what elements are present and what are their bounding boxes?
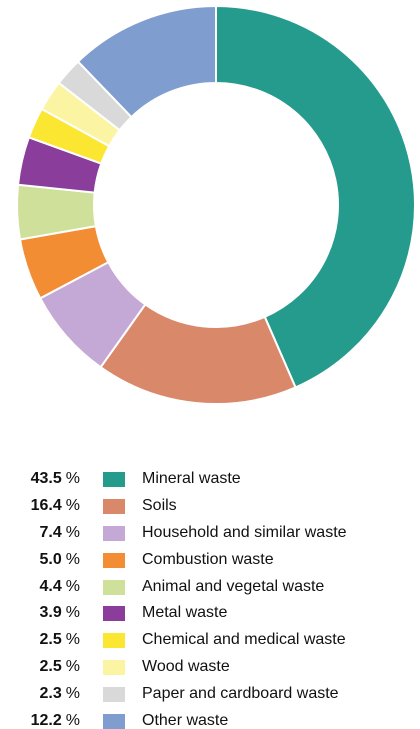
legend-item: 7.4% Household and similar waste <box>0 520 420 547</box>
legend-value-number: 7.4 <box>39 523 62 541</box>
legend-item: 3.9% Metal waste <box>0 600 420 627</box>
legend-swatch <box>103 579 125 595</box>
legend-item: 2.5% Chemical and medical waste <box>0 627 420 654</box>
legend-item: 16.4% Soils <box>0 493 420 520</box>
legend-value-unit: % <box>65 658 80 676</box>
legend-swatch <box>103 552 125 568</box>
legend-label: Mineral waste <box>142 470 241 487</box>
legend-item: 2.3% Paper and cardboard waste <box>0 681 420 708</box>
legend-value-number: 5.0 <box>39 550 62 568</box>
legend-item: 2.5% Wood waste <box>0 654 420 681</box>
legend-label: Paper and cardboard waste <box>142 685 339 703</box>
legend-label: Combustion waste <box>142 550 274 568</box>
legend-value-unit: % <box>65 550 80 568</box>
legend-label: Wood waste <box>142 658 230 676</box>
legend-value: 2.3% <box>40 681 80 708</box>
legend-item: 5.0% Combustion waste <box>0 547 420 574</box>
legend-swatch <box>103 660 125 676</box>
legend-value-unit: % <box>65 577 80 595</box>
legend-label: Other waste <box>142 712 229 729</box>
legend-value-unit: % <box>65 631 80 649</box>
legend-value: 16.4% <box>31 493 80 520</box>
legend-value: 7.4% <box>40 520 80 547</box>
legend-swatch <box>103 633 125 649</box>
legend-label: Metal waste <box>142 604 228 622</box>
legend-value-number: 2.5 <box>39 658 62 676</box>
legend-swatch <box>103 714 125 729</box>
legend-value-unit: % <box>65 523 80 541</box>
legend-swatch <box>103 472 125 487</box>
legend-swatch <box>103 606 125 622</box>
legend-value-number: 16.4 <box>30 496 62 514</box>
donut-slice-9 <box>76 4 217 119</box>
legend: 43.5% Mineral waste 16.4% Soils 7.4% Househol… <box>0 466 420 729</box>
legend-value-number: 3.9 <box>39 604 62 622</box>
legend-value: 2.5% <box>40 627 80 654</box>
legend-value: 2.5% <box>40 654 80 681</box>
donut-slice-0 <box>215 4 417 389</box>
legend-label: Soils <box>142 496 177 514</box>
legend-value: 12.2% <box>31 708 80 729</box>
legend-swatch <box>103 525 125 541</box>
legend-label: Animal and vegetal waste <box>142 577 325 595</box>
legend-value-number: 12.2 <box>30 712 62 729</box>
legend-value-number: 4.4 <box>39 577 62 595</box>
legend-value: 5.0% <box>40 547 80 574</box>
legend-item: 4.4% Animal and vegetal waste <box>0 574 420 601</box>
legend-value-unit: % <box>65 712 80 729</box>
legend-item: 43.5% Mineral waste <box>0 466 420 493</box>
donut-chart <box>16 4 417 405</box>
legend-value: 3.9% <box>40 600 80 627</box>
legend-value-number: 2.3 <box>39 685 62 703</box>
legend-label: Chemical and medical waste <box>142 631 346 649</box>
legend-value: 43.5% <box>31 466 80 493</box>
legend-item: 12.2% Other waste <box>0 708 420 729</box>
legend-swatch <box>103 687 125 703</box>
legend-value: 4.4% <box>40 574 80 601</box>
legend-value-unit: % <box>65 496 80 514</box>
legend-value-number: 2.5 <box>39 631 62 649</box>
legend-value-number: 43.5 <box>30 470 62 487</box>
legend-value-unit: % <box>65 470 80 487</box>
legend-value-unit: % <box>65 685 80 703</box>
legend-swatch <box>103 498 125 514</box>
legend-value-unit: % <box>65 604 80 622</box>
legend-label: Household and similar waste <box>142 523 347 541</box>
